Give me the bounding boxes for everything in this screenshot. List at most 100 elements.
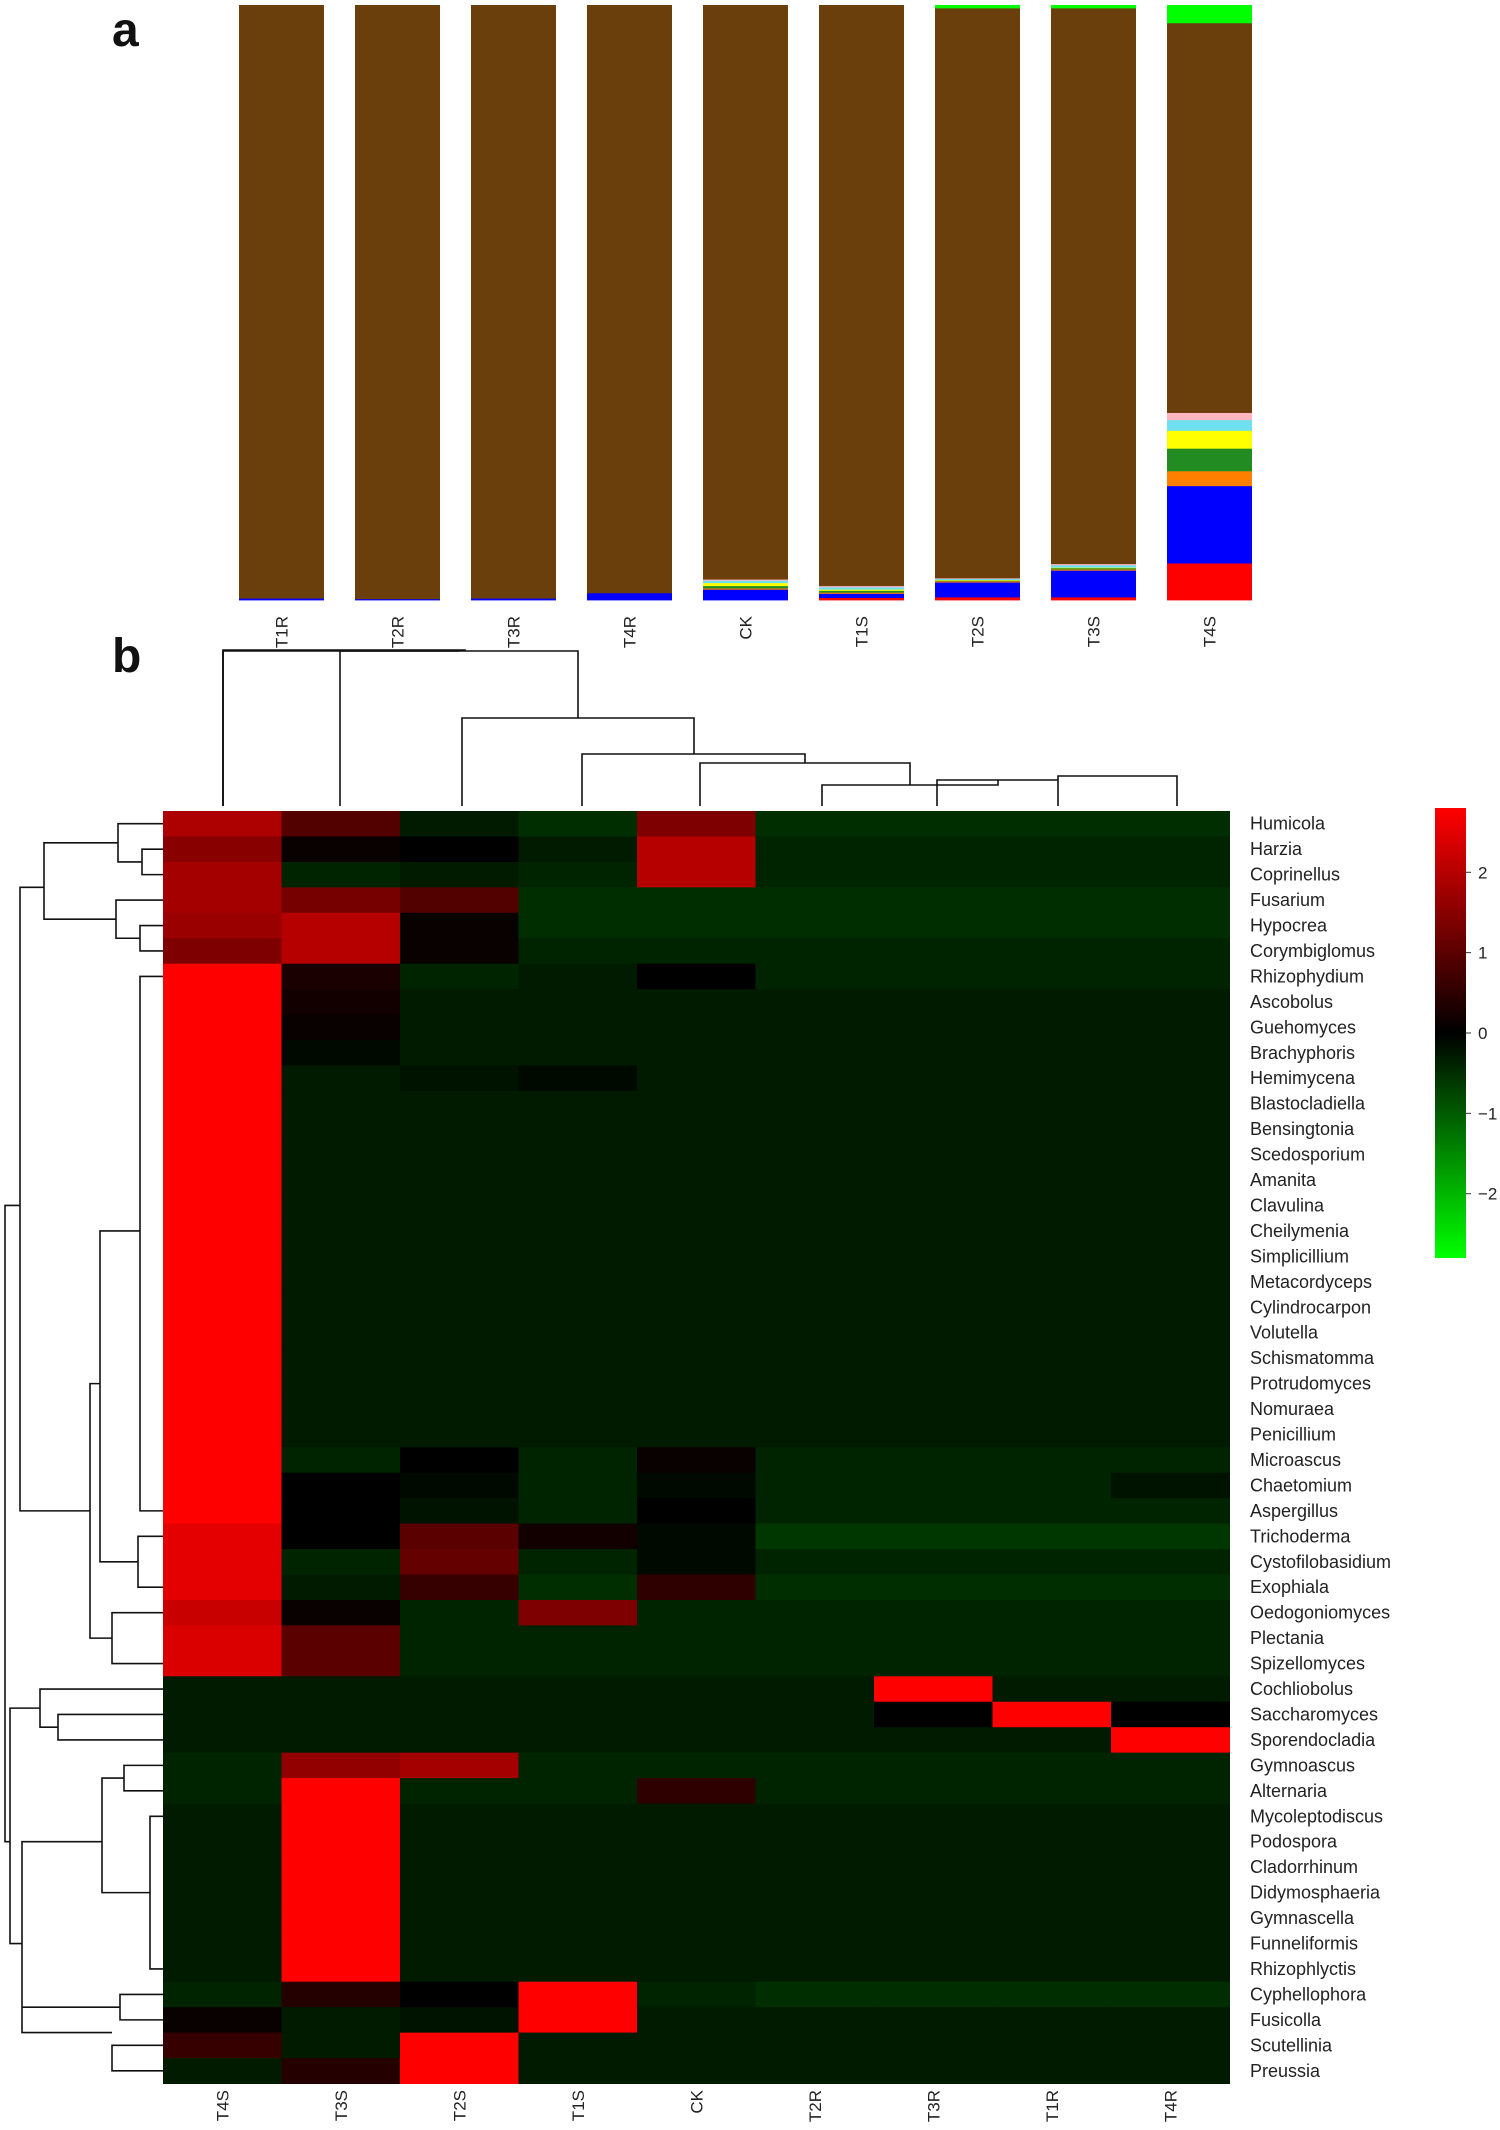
bar-segment-T3S-0 <box>1051 597 1136 601</box>
heatmap-cell-Alternaria-T2S <box>400 1778 519 1805</box>
heatmap-cell-Cheilymenia-T1S <box>518 1218 638 1245</box>
heatmap-cell-Rhizophlyctis-T4S <box>163 1956 282 1983</box>
heatmap-cell-Penicillium-T4S <box>163 1421 282 1448</box>
row-label: Gymnoascus <box>1250 1755 1355 1775</box>
heatmap-cell-Trichoderma-T1S <box>518 1523 638 1550</box>
heatmap-cell-Preussia-T3S <box>281 2058 401 2084</box>
heatmap-cell-Cystofilobasidium-T1S <box>518 1549 638 1575</box>
heatmap-cell-Hemimycena-T3R <box>874 1065 993 1092</box>
heatmap-cell-Clavulina-T1S <box>518 1192 638 1219</box>
heatmap-cell-Rhizophydium-CK <box>637 963 756 990</box>
heatmap-cell-Ascobolus-CK <box>637 989 756 1016</box>
stacked-bar-chart: T1R T2R T3R T4R CK T1S T2S T3S T4S <box>239 5 1252 648</box>
heatmap-cell-Aspergillus-T4S <box>163 1498 282 1525</box>
heatmap-cell-Preussia-T3R <box>874 2058 993 2084</box>
heatmap-cell-Amanita-T3R <box>874 1167 993 1194</box>
row-label: Fusicolla <box>1250 2010 1322 2030</box>
heatmap-cell-Harzia-T3R <box>874 836 993 863</box>
heatmap-cell-Humicola-T1R <box>992 811 1112 837</box>
heatmap-cell-Humicola-T3R <box>874 811 993 837</box>
heatmap-cell-Rhizophydium-T4R <box>1111 963 1230 990</box>
row-label: Humicola <box>1250 814 1326 834</box>
heatmap-cell-Sporendocladia-T3R <box>874 1727 993 1754</box>
bar-segment-T2S-7 <box>935 7 1020 579</box>
heatmap-cell-Funneliformis-T1R <box>992 1930 1112 1957</box>
heatmap-cell-Preussia-CK <box>637 2058 756 2084</box>
heatmap-cell-Aspergillus-T4R <box>1111 1498 1230 1525</box>
heatmap-cell-Bensingtonia-T4R <box>1111 1116 1230 1143</box>
heatmap-cell-Blastocladiella-CK <box>637 1090 756 1117</box>
bar-segment-T2S-6 <box>935 577 1020 579</box>
heatmap-cell-Harzia-T3S <box>281 836 401 863</box>
row-label: Cheilymenia <box>1250 1221 1350 1241</box>
bar-segment-T4S-1 <box>1167 485 1252 564</box>
heatmap-cell-Sporendocladia-T4R <box>1111 1727 1230 1754</box>
heatmap-cell-Cheilymenia-T2R <box>755 1218 875 1245</box>
heatmap-cell-Metacordyceps-T3R <box>874 1269 993 1296</box>
heatmap-cell-Funneliformis-T3R <box>874 1930 993 1957</box>
bar-segment-T1S-7 <box>819 5 904 587</box>
heatmap-cell-Cochliobolus-T2S <box>400 1676 519 1703</box>
heatmap-cell-Amanita-T4R <box>1111 1167 1230 1194</box>
heatmap-cell-Coprinellus-T1S <box>518 861 638 888</box>
heatmap-cell-Podospora-T1R <box>992 1829 1112 1855</box>
heatmap-cell-Cheilymenia-T2S <box>400 1218 519 1245</box>
row-label: Hypocrea <box>1250 916 1328 936</box>
heatmap-cell-Brachyphoris-T2S <box>400 1040 519 1066</box>
bar-segment-T4S-5 <box>1167 419 1252 431</box>
heatmap-cell-Schismatomma-T1R <box>992 1345 1112 1372</box>
heatmap-cell-Podospora-T4R <box>1111 1829 1230 1855</box>
heatmap-cell-Schismatomma-T2S <box>400 1345 519 1372</box>
heatmap-cell-Preussia-T2R <box>755 2058 875 2084</box>
heatmap-cell-Mycoleptodiscus-T3S <box>281 1803 401 1830</box>
heatmap-cell-Clavulina-CK <box>637 1192 756 1219</box>
heatmap-cell-Gymnoascus-T1S <box>518 1752 638 1779</box>
heatmap-cell-Microascus-T2R <box>755 1447 875 1474</box>
heatmap-cell-Sporendocladia-T2R <box>755 1727 875 1754</box>
heatmap-cell-Trichoderma-CK <box>637 1523 756 1550</box>
heatmap-cell-Saccharomyces-T4S <box>163 1701 282 1728</box>
heatmap-cell-Blastocladiella-T2S <box>400 1090 519 1117</box>
heatmap-cell-Amanita-T3S <box>281 1167 401 1194</box>
heatmap-cell-Cyphellophora-T1R <box>992 1981 1112 2008</box>
heatmap-cell-Scutellinia-T3R <box>874 2032 993 2059</box>
heatmap-cell-Coprinellus-T3S <box>281 861 401 888</box>
row-label: Protrudomyces <box>1250 1374 1371 1394</box>
heatmap-cell-Saccharomyces-T2R <box>755 1701 875 1728</box>
heatmap-cell-Harzia-T4S <box>163 836 282 863</box>
heatmap-cell-Schismatomma-CK <box>637 1345 756 1372</box>
heatmap-cell-Scedosporium-T4S <box>163 1141 282 1168</box>
heatmap-cell-Cylindrocarpon-T1S <box>518 1294 638 1321</box>
heatmap-cell-Trichoderma-T4S <box>163 1523 282 1550</box>
heatmap-cell-Fusicolla-T3R <box>874 2007 993 2034</box>
heatmap-cell-Cheilymenia-CK <box>637 1218 756 1245</box>
heatmap-cell-Nomuraea-T1S <box>518 1396 638 1423</box>
heatmap-cell-Cylindrocarpon-T4S <box>163 1294 282 1321</box>
row-label: Cystofilobasidium <box>1250 1552 1391 1572</box>
heatmap-cell-Gymnascella-T1S <box>518 1905 638 1932</box>
heatmap-cell-Cystofilobasidium-T4S <box>163 1549 282 1575</box>
bar-segment-T2S-8 <box>935 5 1020 9</box>
heatmap-cell-Humicola-T2S <box>400 811 519 837</box>
heatmap-cell-Schismatomma-T4R <box>1111 1345 1230 1372</box>
heatmap-cell-Plectania-CK <box>637 1625 756 1652</box>
heatmap-cell-Cylindrocarpon-T4R <box>1111 1294 1230 1321</box>
heatmap-cell-Fusicolla-T3S <box>281 2007 401 2034</box>
heatmap-cell-Simplicillium-T3R <box>874 1243 993 1270</box>
heatmap-cell-Coprinellus-T4S <box>163 861 282 888</box>
heatmap-cell-Nomuraea-T4S <box>163 1396 282 1423</box>
row-label: Cochliobolus <box>1250 1679 1353 1699</box>
heatmap-cell-Harzia-T1R <box>992 836 1112 863</box>
row-label: Metacordyceps <box>1250 1272 1372 1292</box>
heatmap-cell-Simplicillium-T1S <box>518 1243 638 1270</box>
heatmap-cell-Guehomyces-T3S <box>281 1014 401 1041</box>
heatmap-cell-Spizellomyces-T2S <box>400 1650 519 1677</box>
row-label: Cylindrocarpon <box>1250 1297 1371 1317</box>
panel-label-b: b <box>112 630 141 683</box>
heatmap-cell-Cladorrhinum-T2R <box>755 1854 875 1881</box>
heatmap-cell-Gymnoascus-T3R <box>874 1752 993 1779</box>
heatmap-cell-Mycoleptodiscus-T2R <box>755 1803 875 1830</box>
bar-segment-T1S-1 <box>819 593 904 599</box>
heatmap-cell-Nomuraea-T3R <box>874 1396 993 1423</box>
column-label: T4R <box>1161 2090 1180 2122</box>
